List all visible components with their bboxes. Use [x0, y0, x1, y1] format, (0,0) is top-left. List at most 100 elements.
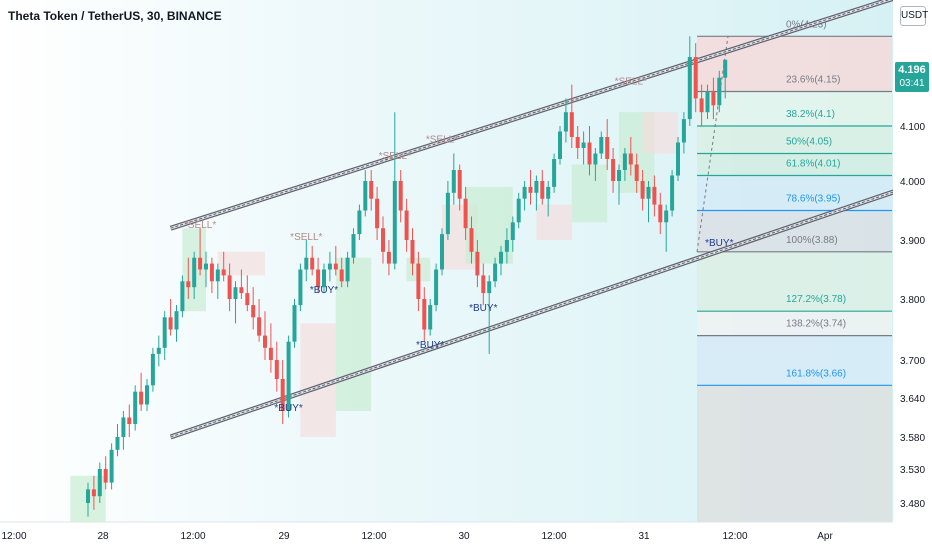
candle-body	[410, 240, 415, 264]
price-tick-label: 4.000	[900, 177, 925, 188]
candle-body	[192, 257, 197, 288]
trade-zone	[536, 204, 572, 240]
candle-body	[369, 181, 374, 199]
fib-band	[697, 153, 892, 176]
sell-signal-label: *SELL*	[184, 220, 216, 231]
candle-body	[357, 210, 362, 235]
candle-body	[145, 385, 149, 405]
candle-body	[239, 287, 244, 294]
candle-body	[499, 251, 503, 264]
candle-body	[209, 263, 214, 282]
sell-signal-label: *SELL*	[379, 151, 411, 162]
trade-zone	[642, 112, 678, 154]
candle-body	[345, 257, 350, 282]
time-tick-label: 12:00	[722, 531, 747, 542]
time-axis: 12:00 28 12:00 29 12:00 30 12:00 31 12:00 Apr	[0, 521, 932, 550]
candle-body	[634, 164, 639, 181]
candle-body	[91, 489, 96, 497]
time-tick-label: 12:00	[541, 531, 566, 542]
last-price-tag: 4.196 03:41	[895, 62, 929, 92]
fib-trend-line	[696, 36, 729, 252]
candle-body	[251, 305, 256, 318]
candle-body	[327, 263, 332, 270]
candle-body	[581, 142, 586, 148]
bar-countdown: 03:41	[899, 78, 925, 89]
candle-body	[552, 159, 557, 187]
sell-signal-label: *SELL*	[290, 232, 322, 243]
fib-band	[697, 251, 892, 312]
candle-body	[534, 181, 539, 193]
candle-body	[569, 112, 574, 137]
channel-lower-dash	[170, 180, 926, 438]
price-channel	[169, 0, 927, 440]
candle-body	[316, 269, 321, 288]
candle-body	[693, 57, 698, 99]
candle-body	[676, 142, 680, 176]
price-tick-label: 4.100	[900, 122, 925, 133]
time-tick-label: 12:00	[180, 531, 205, 542]
candle-body	[575, 137, 580, 148]
time-axis-background	[0, 522, 932, 550]
candle-body	[386, 251, 391, 264]
candle-body	[233, 287, 238, 299]
candle-body	[109, 449, 114, 483]
candle-body	[215, 269, 220, 282]
candle-body	[440, 234, 444, 270]
candle-body	[180, 281, 185, 312]
time-tick-label: 29	[278, 531, 290, 542]
sell-signal-label: *SELL*	[426, 135, 458, 146]
fib-level-label: 61.8%(4.01)	[786, 159, 840, 170]
candle-body	[646, 186, 651, 199]
time-tick-label: 30	[458, 531, 470, 542]
candle-body	[510, 222, 515, 240]
candle-body	[528, 186, 533, 193]
candle-body	[611, 159, 616, 181]
candle-body	[463, 198, 468, 229]
candle-body	[339, 269, 344, 282]
signal-labels: *SELL* *SELL* *SELL* *SELL* *SELL* *BUY* *BUY*…	[184, 77, 734, 414]
candle-body	[687, 57, 692, 120]
candle-body	[493, 263, 498, 282]
candle-body	[139, 391, 144, 405]
last-price: 4.196	[898, 64, 926, 76]
candle-body	[263, 335, 267, 348]
candle-body	[351, 234, 356, 258]
candle-body	[97, 469, 102, 497]
fib-band	[697, 335, 892, 386]
candle-body	[664, 210, 669, 223]
candle-body	[322, 269, 326, 288]
candle-body	[558, 131, 562, 159]
candle-body	[670, 175, 675, 211]
candle-body	[103, 469, 108, 483]
candle-body	[681, 119, 686, 143]
candle-body	[245, 293, 250, 306]
candle-body	[475, 251, 480, 276]
candle-body	[658, 204, 663, 223]
fib-level-label: 78.6%(3.95)	[786, 194, 840, 205]
fib-level-label: 50%(4.05)	[786, 137, 832, 148]
currency-badge[interactable]: USDT	[900, 6, 928, 26]
channel-upper-dash	[170, 0, 890, 229]
candle-body	[198, 257, 203, 270]
candle-body	[599, 137, 604, 154]
candle-body	[398, 181, 403, 211]
buy-signal-label: *BUY*	[274, 403, 302, 414]
candle-body	[540, 181, 545, 199]
buy-signal-label: *BUY*	[416, 340, 444, 351]
candle-body	[268, 347, 273, 360]
fib-level-label: 161.8%(3.66)	[786, 368, 846, 379]
candle-body	[86, 489, 90, 503]
buy-signal-label: *BUY*	[310, 285, 338, 296]
candle-body	[292, 305, 297, 342]
fib-band	[697, 36, 892, 92]
time-tick-label: 28	[97, 531, 109, 542]
trade-zone	[465, 186, 513, 264]
candle-body	[593, 153, 598, 165]
candle-body	[221, 269, 226, 276]
candle-body	[622, 153, 627, 170]
candle-body	[298, 269, 303, 306]
fib-level-label: 138.2%(3.74)	[786, 319, 846, 330]
time-tick-label: 31	[638, 531, 650, 542]
